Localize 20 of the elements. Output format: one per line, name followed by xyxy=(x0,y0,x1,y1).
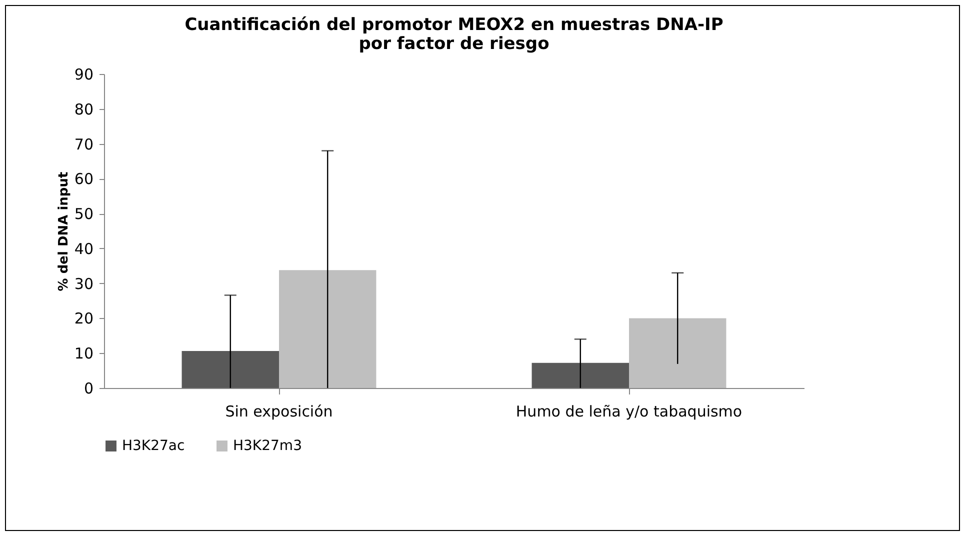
y-tick-label: 40 xyxy=(74,240,94,258)
y-tick-label: 10 xyxy=(74,344,94,363)
bar xyxy=(279,270,376,388)
y-axis-title: % del DNA input xyxy=(56,172,72,292)
y-tick-label: 20 xyxy=(74,310,94,328)
bar xyxy=(629,318,726,388)
bar xyxy=(182,351,279,388)
bar xyxy=(532,362,629,388)
x-tick-label: Humo de leña y/o tabaquismo xyxy=(516,402,742,420)
x-tick-label: Sin exposición xyxy=(225,402,333,420)
legend-label: H3K27ac xyxy=(122,438,185,454)
chart-title: Cuantificación del promotor MEOX2 en muestras DNA-IP por factor de riesgo xyxy=(184,15,724,54)
y-tick-label: 30 xyxy=(74,274,94,293)
y-tick-label: 80 xyxy=(74,100,94,118)
y-tick-label: 0 xyxy=(84,380,94,398)
y-tick-label: 50 xyxy=(74,205,94,224)
y-tick-label: 60 xyxy=(74,170,94,188)
legend-label: H3K27m3 xyxy=(233,438,302,454)
y-tick-label: 70 xyxy=(74,135,94,154)
y-tick-label: 90 xyxy=(74,66,94,84)
